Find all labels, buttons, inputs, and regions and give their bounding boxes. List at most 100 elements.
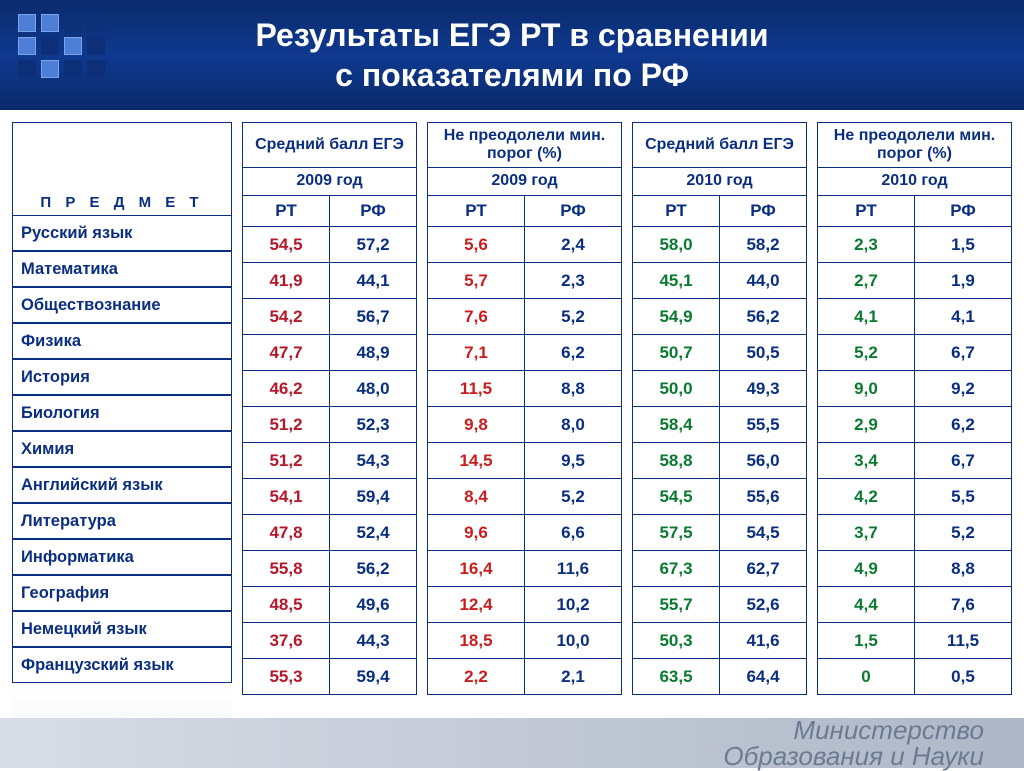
data-cell: 48,9: [330, 335, 417, 371]
data-cell: 2,1: [525, 659, 622, 695]
data-cell: 54,5: [243, 227, 330, 263]
data-cell: 54,5: [720, 515, 807, 551]
table-row: 55,856,2: [243, 551, 417, 587]
data-cell: 10,0: [525, 623, 622, 659]
data-cell: 5,2: [818, 335, 915, 371]
column-headers: РТРФ: [427, 196, 622, 227]
data-cell: 50,5: [720, 335, 807, 371]
data-cell: 57,5: [633, 515, 720, 551]
data-cell: 4,4: [818, 587, 915, 623]
table-row: 54,159,4: [243, 479, 417, 515]
data-cell: 3,4: [818, 443, 915, 479]
table-row: 2,31,5: [818, 227, 1012, 263]
data-cell: 52,3: [330, 407, 417, 443]
table-row: 41,944,1: [243, 263, 417, 299]
column-headers: РТРФ: [242, 196, 417, 227]
table-row: 58,455,5: [633, 407, 807, 443]
column-headers: РТРФ: [817, 196, 1012, 227]
data-cell: 9,2: [915, 371, 1012, 407]
table-row: 50,341,6: [633, 623, 807, 659]
data-cell: 45,1: [633, 263, 720, 299]
data-cell: 54,3: [330, 443, 417, 479]
header-decoration-squares: [18, 14, 105, 78]
data-cell: 1,5: [915, 227, 1012, 263]
data-cell: 58,0: [633, 227, 720, 263]
data-cell: 52,4: [330, 515, 417, 551]
data-cell: 2,9: [818, 407, 915, 443]
table-row: 48,549,6: [243, 587, 417, 623]
table-row: 4,47,6: [818, 587, 1012, 623]
data-cell: 55,8: [243, 551, 330, 587]
table-row: 9,66,6: [428, 515, 622, 551]
data-cell: 56,0: [720, 443, 807, 479]
data-cell: 4,1: [818, 299, 915, 335]
data-cell: 10,2: [525, 587, 622, 623]
table-row: 46,248,0: [243, 371, 417, 407]
column-headers: РТРФ: [632, 196, 807, 227]
data-cell: 48,5: [243, 587, 330, 623]
data-block: Не преодолели мин. порог (%)2010 годРТРФ…: [817, 122, 1012, 695]
table-row: 54,557,2: [243, 227, 417, 263]
data-cell: 9,6: [428, 515, 525, 551]
subject-cell: Физика: [12, 323, 232, 359]
main-content: П Р Е Д М Е Т Русский языкМатематикаОбще…: [0, 110, 1024, 705]
data-cell: 47,7: [243, 335, 330, 371]
table-row: 67,362,7: [633, 551, 807, 587]
data-cell: 5,6: [428, 227, 525, 263]
data-cell: 12,4: [428, 587, 525, 623]
data-cell: 9,5: [525, 443, 622, 479]
data-cell: 49,6: [330, 587, 417, 623]
data-cell: 8,0: [525, 407, 622, 443]
subject-cell: Химия: [12, 431, 232, 467]
subjects-header: П Р Е Д М Е Т: [12, 122, 232, 215]
subject-cell: Обществознание: [12, 287, 232, 323]
block-title: Средний балл ЕГЭ: [632, 122, 807, 168]
data-cell: 6,6: [525, 515, 622, 551]
data-cell: 51,2: [243, 443, 330, 479]
data-cell: 50,0: [633, 371, 720, 407]
data-block: Не преодолели мин. порог (%)2009 годРТРФ…: [427, 122, 622, 695]
slide-footer: Министерство Образования и Науки: [0, 718, 1024, 768]
table-row: 3,46,7: [818, 443, 1012, 479]
footer-line-2: Образования и Науки: [723, 741, 984, 771]
subject-cell: Французский язык: [12, 647, 232, 683]
column-header: РФ: [330, 196, 417, 227]
table-row: 58,058,2: [633, 227, 807, 263]
data-cell: 3,7: [818, 515, 915, 551]
table-row: 2,22,1: [428, 659, 622, 695]
subject-cell: География: [12, 575, 232, 611]
data-cell: 5,2: [525, 299, 622, 335]
title-line-1: Результаты ЕГЭ РТ в сравнении: [255, 17, 768, 53]
title-line-2: с показателями по РФ: [335, 57, 689, 93]
subject-cell: Немецкий язык: [12, 611, 232, 647]
data-cell: 56,7: [330, 299, 417, 335]
subject-cell: Русский язык: [12, 215, 232, 251]
data-cell: 44,1: [330, 263, 417, 299]
subject-cell: Биология: [12, 395, 232, 431]
data-cell: 41,6: [720, 623, 807, 659]
table-row: 16,411,6: [428, 551, 622, 587]
data-cell: 6,2: [525, 335, 622, 371]
block-title: Не преодолели мин. порог (%): [427, 122, 622, 168]
data-cell: 52,6: [720, 587, 807, 623]
data-cell: 7,1: [428, 335, 525, 371]
table-row: 47,852,4: [243, 515, 417, 551]
table-row: 7,65,2: [428, 299, 622, 335]
data-cell: 5,2: [525, 479, 622, 515]
data-cell: 51,2: [243, 407, 330, 443]
table-row: 54,956,2: [633, 299, 807, 335]
data-cell: 4,9: [818, 551, 915, 587]
data-cell: 11,5: [915, 623, 1012, 659]
table-row: 9,88,0: [428, 407, 622, 443]
data-cell: 16,4: [428, 551, 525, 587]
table-row: 1,511,5: [818, 623, 1012, 659]
data-cell: 44,3: [330, 623, 417, 659]
data-cell: 0,5: [915, 659, 1012, 695]
data-cell: 2,2: [428, 659, 525, 695]
table-row: 51,252,3: [243, 407, 417, 443]
data-cell: 48,0: [330, 371, 417, 407]
block-title: Средний балл ЕГЭ: [242, 122, 417, 168]
data-cell: 55,6: [720, 479, 807, 515]
table-row: 00,5: [818, 659, 1012, 695]
data-cell: 8,4: [428, 479, 525, 515]
